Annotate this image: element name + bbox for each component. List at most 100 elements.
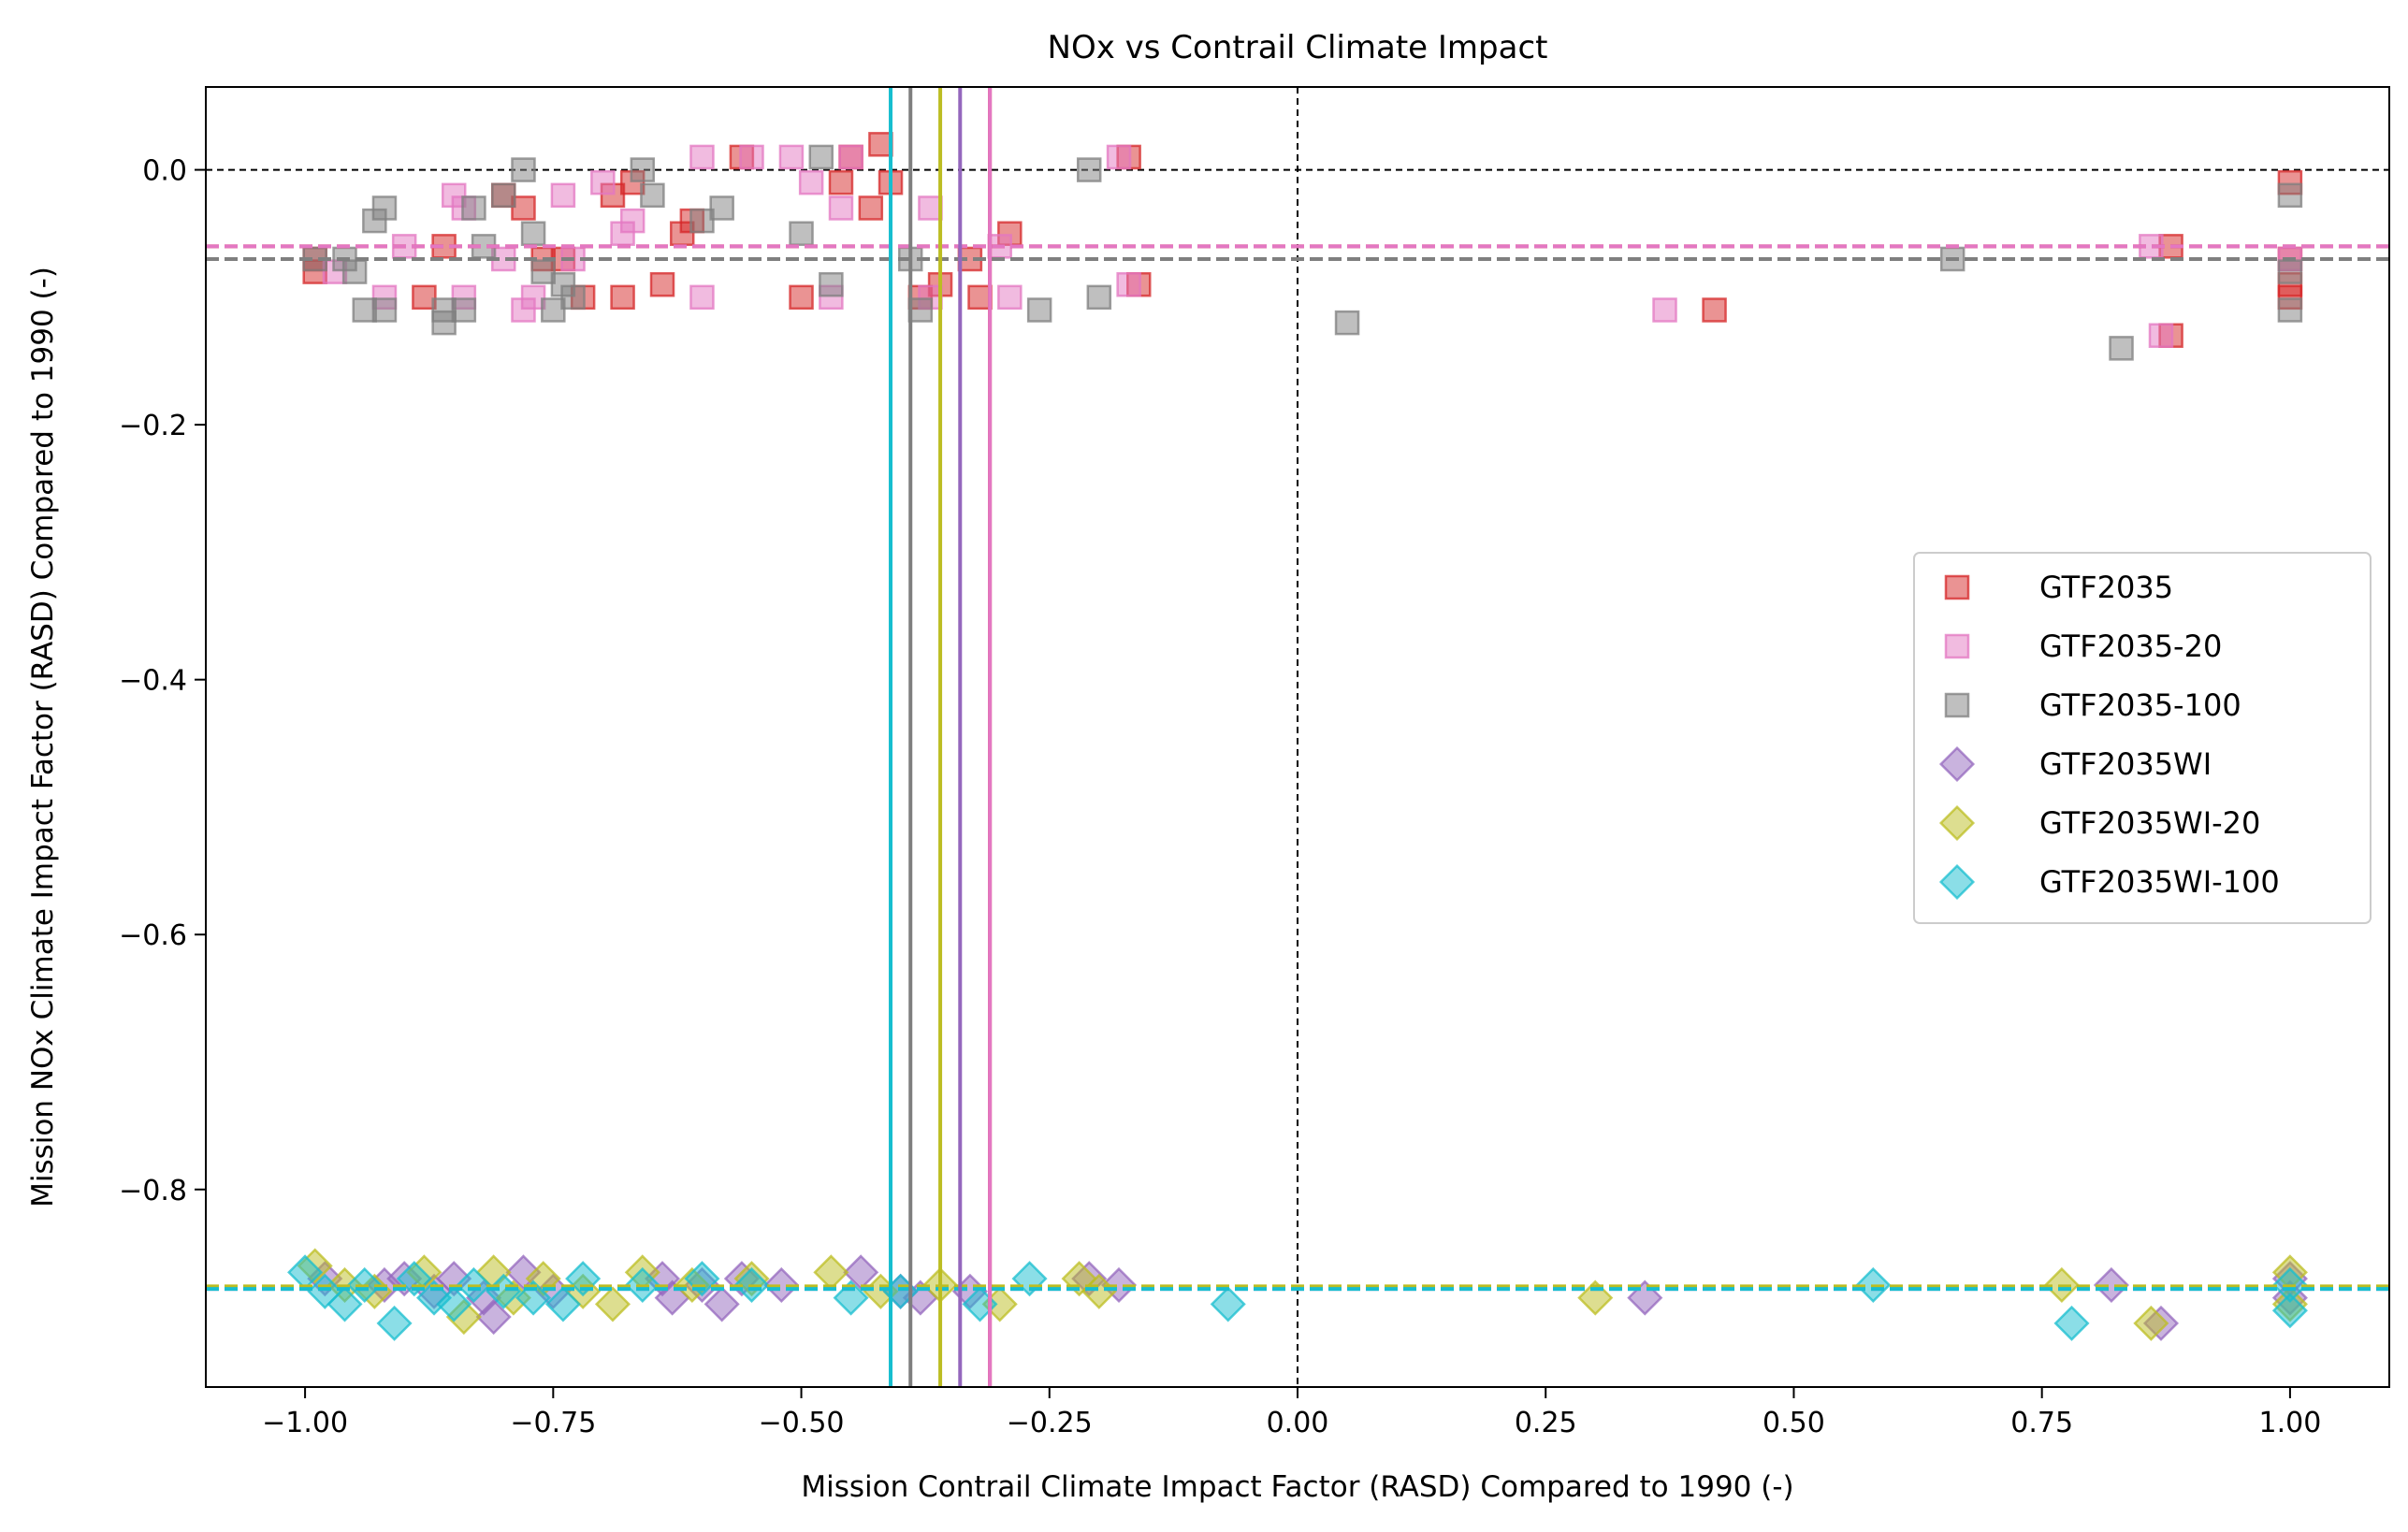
x-tick-label: 0.00 [1267, 1407, 1329, 1439]
data-point [376, 1305, 413, 1341]
data-point [640, 182, 665, 209]
data-point [2148, 323, 2174, 348]
data-point [704, 1286, 740, 1322]
data-point [868, 132, 893, 157]
legend-label: GTF2035-20 [2039, 629, 2222, 664]
data-point [544, 1286, 581, 1322]
data-point [630, 157, 656, 182]
data-point [1116, 271, 1141, 297]
legend-entry: GTF2035WI-20 [1938, 804, 2260, 842]
x-tick-label: 0.75 [2010, 1407, 2073, 1439]
data-point [789, 284, 814, 311]
y-tick-label: −0.4 [119, 665, 187, 698]
plot-area [206, 87, 2389, 1387]
data-point [689, 208, 715, 234]
data-point [1026, 297, 1052, 323]
x-tick-label: 0.25 [1515, 1407, 1577, 1439]
data-point [2271, 1293, 2308, 1329]
data-point [2133, 1305, 2169, 1341]
data-point [371, 297, 398, 323]
data-point [341, 259, 368, 284]
data-point [778, 144, 805, 170]
y-tick-label: −0.6 [119, 919, 187, 952]
axes: −1.00 −0.75 −0.50 −0.25 0.00 0.25 0.50 0.75 1.00… [119, 155, 2321, 1439]
plot-content [206, 87, 2389, 1387]
data-point [828, 195, 854, 221]
data-point [520, 221, 546, 246]
x-tick-label: −0.25 [1007, 1407, 1093, 1439]
y-tick-label: −0.2 [119, 410, 187, 442]
legend-entry: GTF2035-100 [1944, 687, 2241, 723]
data-point [649, 271, 675, 297]
data-point [1086, 284, 1112, 311]
data-point [2093, 1266, 2129, 1304]
data-point [594, 1286, 631, 1322]
data-point [2053, 1305, 2090, 1341]
data-point [610, 284, 635, 311]
data-point [541, 297, 566, 323]
x-axis-label: Mission Contrail Climate Impact Factor (… [801, 1470, 1793, 1504]
data-point [619, 208, 646, 234]
data-point [2277, 182, 2303, 209]
data-point [590, 169, 616, 195]
legend-entry: GTF2035WI-100 [1938, 863, 2280, 901]
data-point [798, 169, 824, 195]
data-point [918, 195, 943, 221]
legend-marker [1938, 745, 1976, 783]
legend-marker [1944, 692, 1970, 718]
legend-entry: GTF2035 [1944, 570, 2173, 605]
legend-label: GTF2035WI-20 [2039, 805, 2260, 841]
series-gtf2035-20 [322, 144, 2303, 348]
data-point [808, 144, 834, 170]
legend-label: GTF2035 [2039, 570, 2173, 605]
data-point [819, 271, 844, 297]
legend-marker [1944, 574, 1970, 600]
data-point [475, 1299, 512, 1336]
x-tick-label: −0.50 [759, 1407, 845, 1439]
data-point [326, 1286, 363, 1322]
data-point [451, 297, 477, 323]
data-point [2109, 336, 2134, 361]
legend-label: GTF2035WI [2039, 746, 2212, 782]
legend-label: GTF2035WI-100 [2039, 864, 2280, 900]
data-point [436, 1286, 472, 1322]
legend-marker [1938, 804, 1976, 842]
legend: GTF2035 GTF2035-20 GTF2035-100 GTF2035WI GTF… [1913, 552, 2372, 924]
data-point [828, 169, 854, 195]
data-point [461, 195, 486, 221]
data-point [739, 144, 764, 170]
x-tick-label: −1.00 [262, 1407, 348, 1439]
legend-box [1913, 552, 2372, 924]
data-point [371, 195, 398, 221]
data-point [1702, 297, 1727, 323]
legend-label: GTF2035-100 [2039, 687, 2241, 723]
data-point [1106, 144, 1132, 170]
x-tick-label: −0.75 [510, 1407, 596, 1439]
data-point [838, 144, 863, 170]
data-point [967, 284, 993, 311]
legend-marker [1938, 863, 1976, 901]
chart-title: NOx vs Contrail Climate Impact [1048, 29, 1548, 66]
x-tick-label: 0.50 [1762, 1407, 1825, 1439]
data-point [997, 284, 1023, 311]
y-tick-label: 0.0 [142, 155, 187, 188]
y-tick-label: −0.8 [119, 1175, 187, 1207]
data-point [1334, 310, 1360, 336]
y-axis-label: Mission NOx Climate Impact Factor (RASD)… [26, 267, 60, 1207]
data-point [1210, 1286, 1246, 1322]
data-point [491, 182, 516, 209]
data-point [858, 195, 884, 221]
data-point [560, 284, 586, 311]
data-point [307, 1273, 343, 1309]
data-point [709, 195, 734, 221]
x-tick-label: 1.00 [2259, 1407, 2322, 1439]
data-point [2277, 297, 2303, 323]
data-point [763, 1266, 800, 1304]
legend-marker [1944, 633, 1970, 659]
series-gtf2035wi-100 [287, 1254, 2308, 1341]
legend-entry: GTF2035WI [1938, 745, 2212, 783]
data-point [1076, 157, 1102, 182]
legend-entry: GTF2035-20 [1944, 629, 2222, 664]
data-point [1652, 297, 1677, 323]
